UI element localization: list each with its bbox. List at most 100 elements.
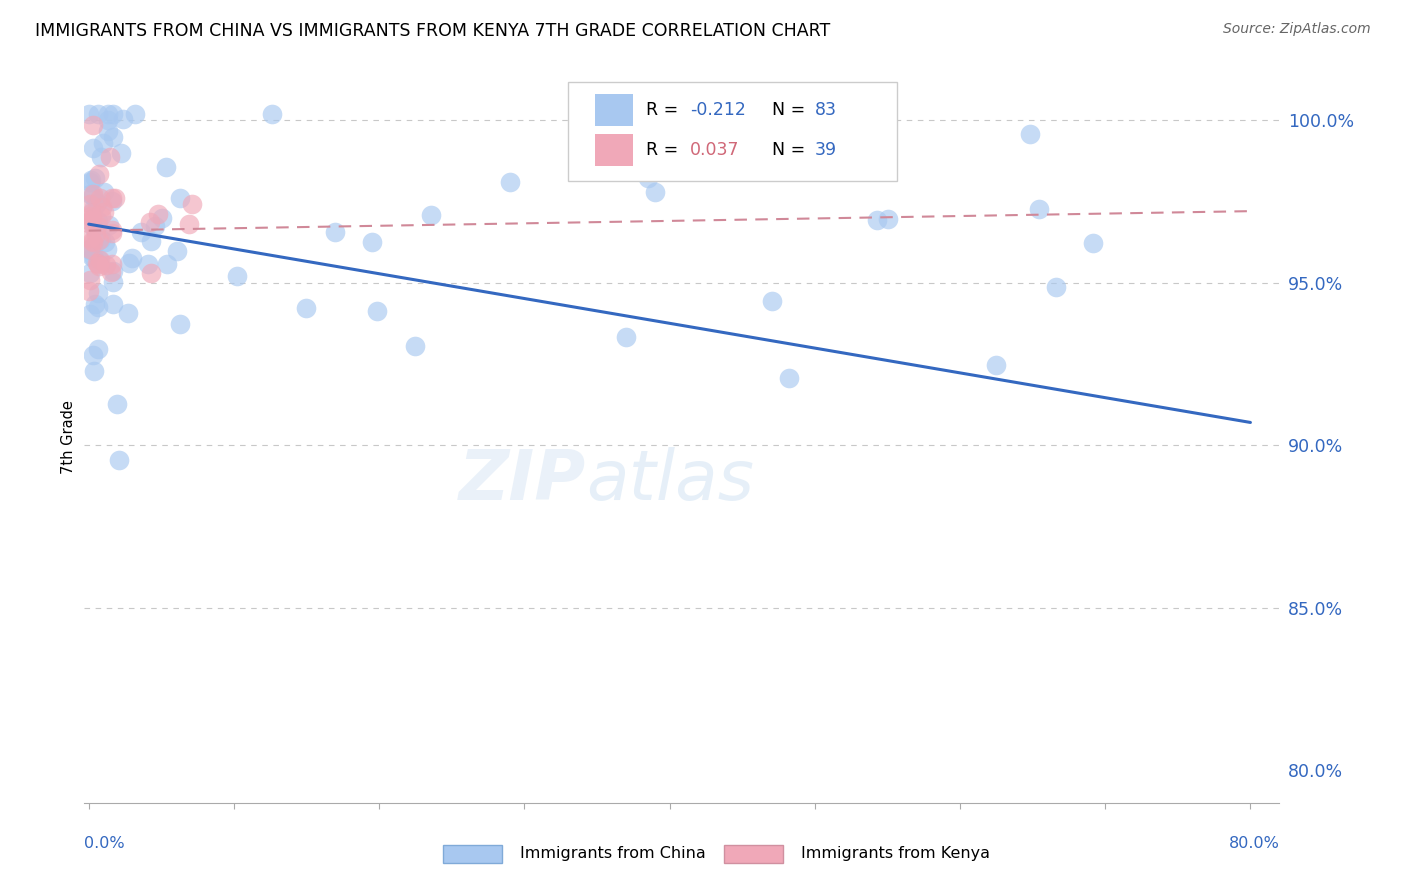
Point [90, 200, 112, 214]
Point [89, 253, 111, 268]
Text: IMMIGRANTS FROM CHINA VS IMMIGRANTS FROM KENYA 7TH GRADE CORRELATION CHART: IMMIGRANTS FROM CHINA VS IMMIGRANTS FROM… [35, 22, 831, 40]
Point [79, 175, 101, 189]
Text: Immigrants from Kenya: Immigrants from Kenya [801, 847, 990, 861]
Point [103, 264, 125, 278]
Text: R =: R = [647, 101, 683, 120]
Point [150, 211, 173, 225]
Point [87, 300, 110, 314]
Point [90, 209, 112, 223]
Point [90, 150, 112, 164]
Point [877, 211, 900, 226]
Point [86, 218, 108, 232]
FancyBboxPatch shape [595, 134, 633, 166]
Point [97, 106, 120, 120]
Point [141, 234, 163, 248]
Text: atlas: atlas [586, 448, 754, 515]
Point [1018, 127, 1040, 141]
Point [1045, 280, 1067, 294]
Point [86, 227, 108, 242]
Point [637, 170, 659, 185]
Point [83, 251, 105, 265]
Point [79, 187, 101, 202]
Point [83, 238, 105, 252]
Point [143, 219, 166, 234]
Point [79, 273, 101, 287]
Y-axis label: 7th Grade: 7th Grade [60, 401, 76, 474]
Point [778, 371, 800, 385]
Point [79, 243, 101, 257]
FancyBboxPatch shape [595, 94, 633, 127]
Point [94, 259, 117, 273]
Point [499, 175, 522, 189]
Point [139, 215, 162, 229]
Point [420, 208, 443, 222]
Point [82, 141, 104, 155]
Point [101, 257, 124, 271]
Text: N =: N = [772, 141, 810, 159]
Point [225, 268, 247, 283]
Point [82, 251, 104, 265]
Point [1081, 235, 1104, 250]
Point [86, 196, 108, 211]
Point [1028, 202, 1050, 216]
Point [97, 113, 120, 128]
Point [101, 130, 124, 145]
Text: R =: R = [647, 141, 683, 159]
Point [101, 191, 124, 205]
Point [83, 200, 105, 214]
Point [169, 317, 191, 331]
Point [82, 189, 104, 203]
Point [77, 284, 100, 298]
Point [79, 206, 101, 220]
Point [294, 301, 316, 315]
Point [366, 303, 388, 318]
Point [89, 259, 111, 273]
Point [82, 348, 104, 362]
Point [360, 235, 382, 249]
Point [82, 186, 104, 201]
Point [93, 136, 115, 150]
Point [179, 217, 201, 231]
Point [89, 233, 111, 247]
Point [87, 106, 110, 120]
Point [112, 112, 135, 127]
Point [761, 293, 783, 308]
Point [104, 191, 127, 205]
Point [118, 255, 141, 269]
Point [79, 106, 101, 120]
Point [260, 106, 283, 120]
Point [136, 257, 159, 271]
Point [117, 306, 139, 320]
FancyBboxPatch shape [568, 82, 897, 181]
Text: ZIP: ZIP [458, 448, 586, 515]
Text: Immigrants from China: Immigrants from China [520, 847, 706, 861]
Text: Source: ZipAtlas.com: Source: ZipAtlas.com [1223, 22, 1371, 37]
Point [84, 297, 107, 311]
Point [404, 339, 426, 353]
Point [108, 453, 131, 467]
Point [80, 172, 103, 186]
Point [83, 170, 105, 185]
Point [87, 285, 110, 300]
Point [121, 251, 143, 265]
Point [984, 358, 1007, 372]
Point [82, 235, 104, 249]
Point [724, 135, 747, 149]
Point [110, 146, 132, 161]
Point [79, 197, 101, 211]
Point [79, 231, 101, 245]
Point [79, 266, 101, 280]
Point [79, 307, 101, 321]
Point [101, 106, 124, 120]
Point [83, 220, 105, 235]
Point [89, 191, 111, 205]
Point [323, 225, 346, 239]
Text: 80.0%: 80.0% [1229, 836, 1279, 851]
Point [866, 213, 889, 227]
Point [87, 257, 110, 271]
Point [87, 253, 110, 268]
Text: 0.0%: 0.0% [84, 836, 125, 851]
Point [87, 168, 110, 182]
Point [169, 191, 191, 205]
Point [96, 242, 118, 256]
